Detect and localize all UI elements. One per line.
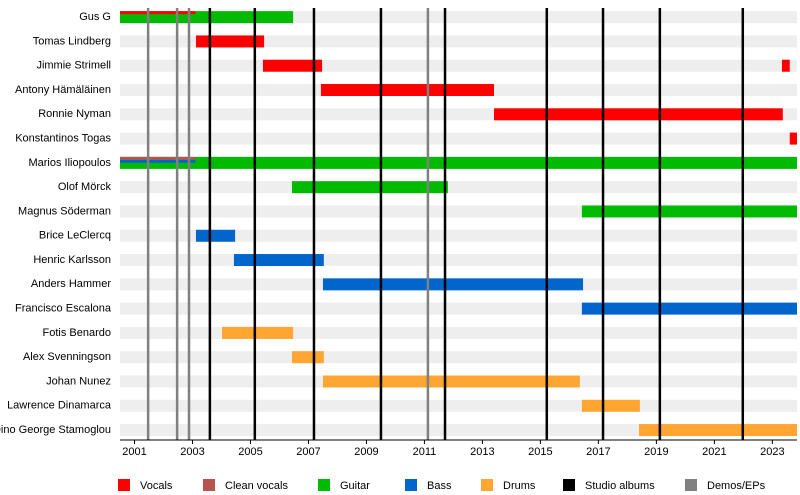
legend-swatch <box>405 479 417 491</box>
row-stripe <box>120 351 797 364</box>
x-tick-label: 2021 <box>702 446 726 458</box>
x-tick-label: 2001 <box>122 446 146 458</box>
member-label: Brice LeClercq <box>39 230 111 242</box>
member-bar <box>291 351 324 364</box>
legend-label: Studio albums <box>585 480 655 492</box>
row-stripe <box>120 181 797 194</box>
legend-swatch <box>318 479 330 491</box>
member-label: Gus G <box>79 11 111 23</box>
member-label: Henric Karlsson <box>33 254 111 266</box>
x-tick-label: 2015 <box>528 446 552 458</box>
member-bar <box>222 326 294 339</box>
member-label: Tomas Lindberg <box>33 35 111 47</box>
member-label: Alex Svenningson <box>23 351 111 363</box>
x-tick-label: 2007 <box>296 446 320 458</box>
member-label: Ronnie Nyman <box>38 108 111 120</box>
member-bar <box>494 108 783 121</box>
legend-label: Guitar <box>340 480 370 492</box>
x-tick-label: 2013 <box>470 446 494 458</box>
member-bar <box>322 375 580 388</box>
member-label: Johan Nunez <box>46 375 111 387</box>
row-stripe <box>120 424 797 437</box>
member-bar <box>638 424 797 437</box>
member-bar <box>781 59 790 72</box>
member-label: Konstantinos Togas <box>15 133 111 145</box>
row-stripe <box>120 59 797 72</box>
member-bar <box>322 278 584 291</box>
legend-label: Demos/EPs <box>707 480 766 492</box>
legend-swatch <box>481 479 493 491</box>
member-label: Olof Mörck <box>58 181 112 193</box>
member-bar <box>581 205 797 218</box>
legend-label: Clean vocals <box>225 480 288 492</box>
x-tick-label: 2009 <box>354 446 378 458</box>
x-tick-label: 2023 <box>760 446 784 458</box>
member-bar <box>120 11 196 15</box>
member-bar <box>195 229 236 242</box>
member-label: Lawrence Dinamarca <box>7 400 112 412</box>
row-stripe <box>120 254 797 267</box>
row-stripe <box>120 326 797 339</box>
member-bar <box>120 159 196 163</box>
x-tick-label: 2003 <box>180 446 204 458</box>
member-bar <box>789 132 797 145</box>
legend-swatch <box>118 479 130 491</box>
row-stripe <box>120 229 797 242</box>
member-bar <box>262 59 323 72</box>
legend-label: Bass <box>427 480 452 492</box>
member-label: Antony Hämäläinen <box>15 84 111 96</box>
legend-swatch <box>203 479 215 491</box>
member-label: Francisco Escalona <box>15 303 112 315</box>
member-bar <box>120 156 797 169</box>
member-bar <box>120 156 196 160</box>
member-bar <box>291 181 448 194</box>
x-tick-label: 2019 <box>644 446 668 458</box>
legend-label: Vocals <box>140 480 173 492</box>
member-bar <box>195 35 265 48</box>
legend-swatch <box>563 479 575 491</box>
member-bar <box>320 84 495 97</box>
member-bar <box>581 399 640 412</box>
x-tick-label: 2011 <box>413 446 437 458</box>
member-bar <box>233 254 324 267</box>
row-stripe <box>120 399 797 412</box>
member-label: Magnus Söderman <box>18 205 111 217</box>
member-label: Dino George Stamoglou <box>0 424 111 436</box>
member-bar <box>581 302 797 315</box>
x-tick-label: 2017 <box>586 446 610 458</box>
row-stripe <box>120 35 797 48</box>
legend-label: Drums <box>503 480 536 492</box>
member-label: Marios Iliopoulos <box>28 157 111 169</box>
x-tick-label: 2005 <box>238 446 262 458</box>
row-stripe <box>120 132 797 145</box>
member-label: Jimmie Strimell <box>36 60 111 72</box>
legend-swatch <box>685 479 697 491</box>
member-label: Anders Hammer <box>31 278 111 290</box>
member-label: Fotis Benardo <box>43 327 111 339</box>
